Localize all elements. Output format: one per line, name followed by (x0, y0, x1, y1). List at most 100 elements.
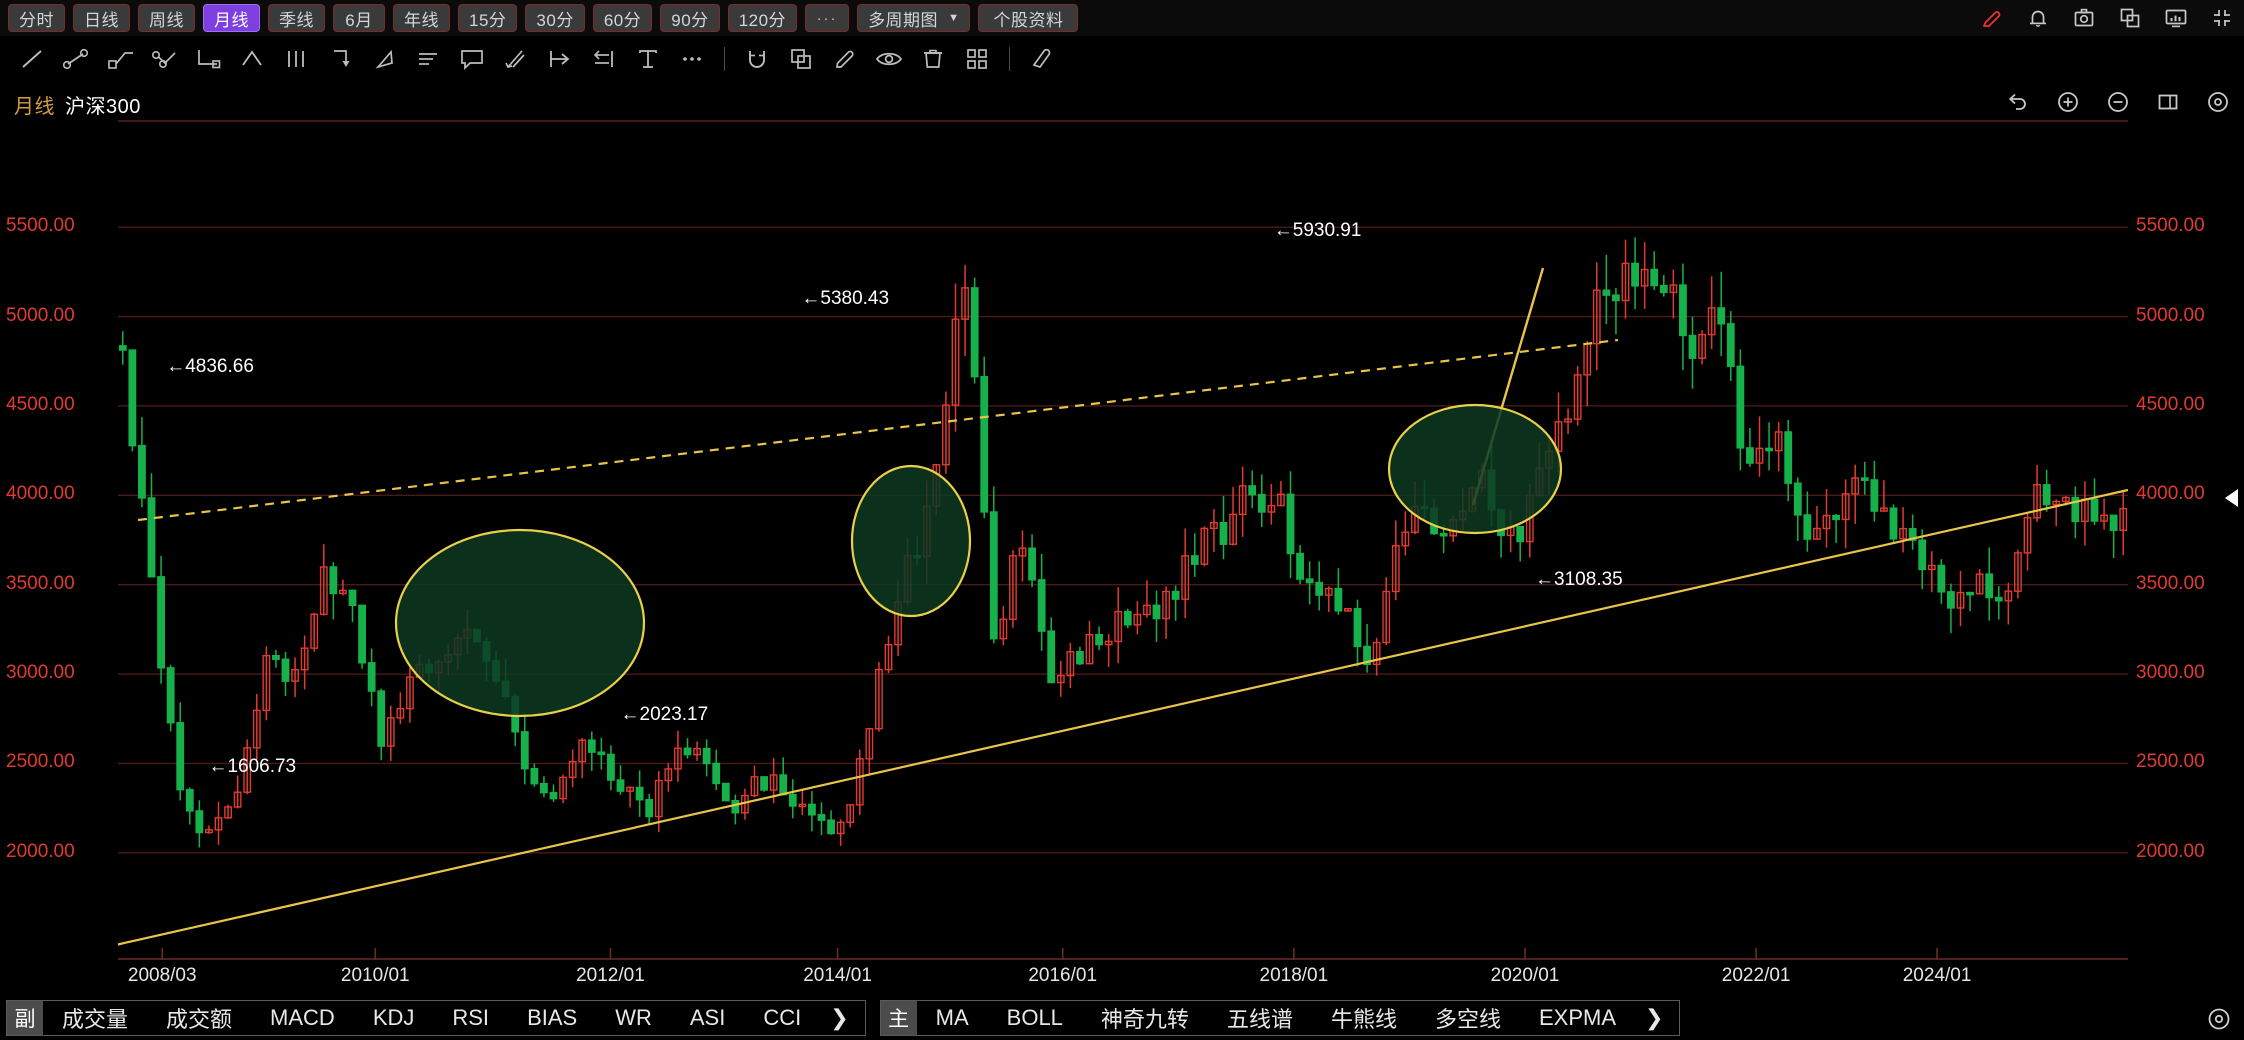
ellipsis-icon[interactable] (670, 39, 714, 79)
chart-symbol-label: 沪深300 (65, 96, 141, 118)
y-tick-right: 2500.00 (2136, 751, 2205, 773)
sub-indicator-item[interactable]: 成交量 (62, 1007, 129, 1032)
chart-title: 月线 沪深300 (14, 90, 141, 119)
trash-icon[interactable] (911, 39, 955, 79)
sub-indicator-item[interactable]: WR (615, 1005, 652, 1030)
indent-icon[interactable] (582, 39, 626, 79)
y-tick-left: 2500.00 (6, 751, 75, 773)
main-indicator-item[interactable]: 牛熊线 (1330, 1007, 1397, 1032)
main-indicator-next-icon[interactable]: ❯ (1645, 1005, 1664, 1030)
y-tick-right: 3500.00 (2136, 572, 2205, 594)
x-tick: 2024/01 (1902, 965, 1972, 986)
ray-node-icon[interactable] (98, 39, 142, 79)
measure-icon[interactable] (538, 39, 582, 79)
pencil-icon[interactable] (1980, 6, 2004, 30)
pitchfork-icon[interactable] (274, 39, 318, 79)
sub-indicator-item[interactable]: ASI (689, 1005, 726, 1030)
main-indicator-item[interactable]: EXPMA (1538, 1005, 1617, 1030)
text-align-icon[interactable] (406, 39, 450, 79)
crop-rect-icon[interactable] (186, 39, 230, 79)
candlestick-svg (57, 120, 2129, 960)
main-indicator-item[interactable]: MA (935, 1005, 969, 1030)
period-button-fenshi[interactable]: 分时 (8, 4, 65, 32)
x-tick: 2016/01 (1028, 965, 1098, 986)
y-tick-right: 4500.00 (2136, 393, 2205, 415)
price-annotation: ←4836.66 (166, 356, 254, 377)
x-tick: 2012/01 (576, 965, 645, 986)
period-button-quarterly[interactable]: 季线 (268, 4, 325, 32)
window-icon-group (1980, 0, 2234, 36)
sub-indicator-next-icon[interactable]: ❯ (830, 1005, 849, 1030)
main-indicator-group: 主 MA BOLL 神奇九转 五线谱 牛熊线 多空线 EXPMA ❯ (879, 1000, 1681, 1036)
main-indicator-item[interactable]: BOLL (1006, 1005, 1063, 1030)
parallel-channel-icon[interactable] (142, 39, 186, 79)
sub-indicator-item[interactable]: RSI (452, 1005, 490, 1030)
y-tick-right: 5000.00 (2136, 304, 2205, 326)
brush-icon[interactable] (823, 39, 867, 79)
price-annotation: ←5930.91 (1273, 220, 1362, 241)
more-periods-button[interactable]: ··· (805, 4, 850, 32)
bell-icon[interactable] (2026, 6, 2050, 30)
windows-icon[interactable] (2118, 6, 2142, 30)
undo-icon[interactable] (2006, 90, 2030, 114)
indicator-toolbar: 副 成交量 成交额 MACD KDJ RSI BIAS WR ASI CCI ❯ 主 MA BOL… (0, 996, 2244, 1040)
eye-icon[interactable] (867, 39, 911, 79)
period-button-90min[interactable]: 90分 (660, 4, 720, 32)
segment-node-icon[interactable] (54, 39, 98, 79)
main-indicator-item[interactable]: 多空线 (1434, 1007, 1501, 1032)
zoom-out-icon[interactable] (2106, 90, 2130, 114)
sub-indicator-item[interactable]: 成交额 (166, 1007, 233, 1032)
trendline-icon[interactable] (10, 39, 54, 79)
y-tick-left: 4000.00 (6, 483, 75, 505)
price-chart[interactable] (57, 120, 2129, 960)
period-button-6month[interactable]: 6月 (333, 4, 385, 32)
main-indicator-item[interactable]: 神奇九转 (1100, 1007, 1189, 1032)
y-tick-right: 3000.00 (2136, 662, 2205, 684)
sub-indicator-item[interactable]: CCI (763, 1005, 802, 1030)
arrow-up-icon[interactable] (230, 39, 274, 79)
period-button-monthly[interactable]: 月线 (203, 4, 260, 32)
fullscreen-icon[interactable] (2210, 6, 2234, 30)
multi-period-label: 多周期图 (868, 10, 939, 30)
arrow-down-icon[interactable] (318, 39, 362, 79)
period-button-yearly[interactable]: 年线 (393, 4, 450, 32)
chart-canvas-wrap: 2000.00 2500.00 3000.00 3500.00 4000.00 4500.… (0, 120, 2244, 986)
period-button-15min[interactable]: 15分 (458, 4, 518, 32)
eraser-icon[interactable] (1020, 39, 1064, 79)
stock-info-button[interactable]: 个股资料 (978, 4, 1079, 32)
expand-icon[interactable] (2156, 90, 2180, 114)
sub-indicator-item[interactable]: KDJ (372, 1005, 415, 1030)
price-annotation: ←3108.35 (1535, 569, 1623, 590)
y-tick-left: 5000.00 (6, 304, 75, 326)
clone-icon[interactable] (779, 39, 823, 79)
camera-icon[interactable] (2072, 6, 2096, 30)
monitor-chart-icon[interactable] (2164, 6, 2188, 30)
settings-icon[interactable] (2206, 90, 2230, 114)
flag-pin-icon[interactable] (362, 39, 406, 79)
x-tick: 2018/01 (1259, 965, 1329, 986)
price-annotation: ←1606.73 (208, 756, 297, 777)
period-toolbar: 分时 日线 周线 月线 季线 6月 年线 15分 30分 60分 90分 120… (0, 0, 2244, 36)
text-icon[interactable] (626, 39, 670, 79)
toolbar-divider-2 (1009, 47, 1010, 71)
period-button-weekly[interactable]: 周线 (138, 4, 195, 32)
main-indicator-item[interactable]: 五线谱 (1226, 1007, 1293, 1032)
price-annotation: ←2023.17 (620, 704, 709, 725)
multi-period-chart-button[interactable]: 多周期图 ▼ (857, 4, 971, 32)
period-button-60min[interactable]: 60分 (592, 4, 653, 32)
sub-indicator-item[interactable]: BIAS (527, 1005, 578, 1030)
zoom-in-icon[interactable] (2056, 90, 2080, 114)
x-tick: 2010/01 (340, 965, 410, 986)
y-tick-left: 5500.00 (6, 215, 75, 237)
fib-fan-icon[interactable] (494, 39, 538, 79)
chart-settings-gear-icon[interactable] (2206, 1006, 2232, 1032)
sub-indicator-item[interactable]: MACD (270, 1005, 335, 1030)
sub-indicator-group: 副 成交量 成交额 MACD KDJ RSI BIAS WR ASI CCI ❯ (6, 1000, 866, 1036)
period-button-daily[interactable]: 日线 (73, 4, 130, 32)
callout-icon[interactable] (450, 39, 494, 79)
templates-icon[interactable] (955, 39, 999, 79)
period-button-120min[interactable]: 120分 (727, 4, 798, 32)
magnet-icon[interactable] (735, 39, 779, 79)
period-button-30min[interactable]: 30分 (525, 4, 585, 32)
